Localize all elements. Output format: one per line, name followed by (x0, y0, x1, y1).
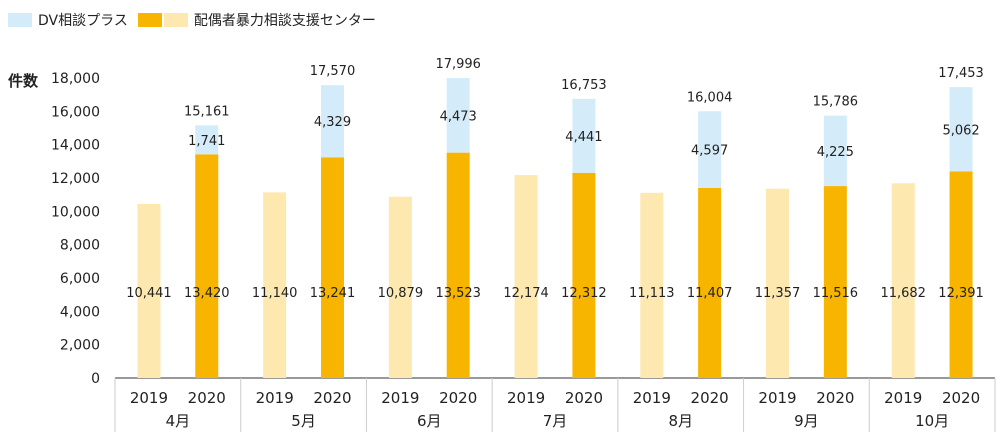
bar-center-8月-2019 (640, 192, 664, 378)
data-label-dv-plus: 4,441 (565, 130, 602, 145)
y-tick-label: 6,000 (60, 271, 100, 287)
data-label-center: 11,357 (755, 286, 801, 301)
x-tick-year: 2019 (130, 389, 168, 407)
data-label-dv-plus: 1,741 (188, 134, 225, 149)
x-tick-month: 7月 (543, 412, 568, 430)
x-tick-year: 2020 (188, 389, 226, 407)
x-tick-year: 2019 (884, 389, 922, 407)
y-tick-label: 18,000 (51, 71, 100, 87)
y-tick-label: 12,000 (51, 171, 100, 187)
data-label-dv-plus: 4,225 (817, 145, 854, 160)
bar-dv-plus-6月-2020 (446, 78, 470, 153)
legend-swatch-dv-plus (8, 13, 32, 27)
bar-center-4月-2020 (195, 154, 219, 378)
x-tick-year: 2020 (691, 389, 729, 407)
x-tick-month: 9月 (794, 412, 819, 430)
data-label-dv-plus: 4,329 (314, 115, 351, 130)
legend: DV相談プラス 配偶者暴力相談支援センター (8, 10, 386, 30)
x-tick-month: 5月 (291, 412, 316, 430)
x-tick-year: 2020 (439, 389, 477, 407)
x-tick-year: 2019 (758, 389, 796, 407)
x-tick-month: 4月 (166, 412, 191, 430)
data-label-center: 12,391 (938, 286, 984, 301)
y-tick-label: 4,000 (60, 304, 100, 320)
y-tick-label: 16,000 (51, 104, 100, 120)
data-label-center: 11,516 (813, 286, 859, 301)
bar-center-8月-2020 (698, 187, 722, 378)
data-label-total: 17,570 (310, 64, 356, 79)
legend-label-dv-plus: DV相談プラス (38, 13, 128, 29)
bar-center-5月-2019 (263, 192, 287, 378)
legend-label-center: 配偶者暴力相談支援センター (193, 13, 376, 29)
data-label-center: 10,441 (126, 286, 172, 301)
data-label-total: 16,004 (687, 90, 733, 105)
y-axis-label: 件数 (8, 72, 39, 90)
bar-dv-plus-10月-2020 (949, 87, 973, 172)
bar-dv-plus-8月-2020 (698, 111, 722, 188)
data-label-center: 11,682 (880, 286, 926, 301)
data-label-total: 17,996 (435, 57, 481, 72)
data-label-center: 13,420 (184, 286, 230, 301)
bar-dv-plus-4月-2020 (195, 125, 219, 155)
legend-swatch-center-2020 (137, 13, 162, 27)
data-label-center: 13,523 (435, 286, 481, 301)
data-label-total: 15,161 (184, 104, 230, 119)
data-label-total: 17,453 (938, 66, 984, 81)
x-tick-year: 2019 (633, 389, 671, 407)
bar-center-6月-2019 (388, 196, 412, 378)
data-label-dv-plus: 5,062 (942, 123, 979, 138)
x-tick-year: 2020 (816, 389, 854, 407)
data-label-center: 13,241 (310, 286, 356, 301)
bar-center-4月-2019 (137, 203, 161, 378)
x-tick-month: 6月 (417, 412, 442, 430)
data-label-dv-plus: 4,597 (691, 144, 728, 159)
data-label-center: 11,140 (252, 286, 298, 301)
data-label-dv-plus: 4,473 (440, 109, 477, 124)
bar-center-9月-2020 (823, 186, 847, 378)
bar-center-9月-2019 (766, 188, 790, 378)
legend-item-dv-plus: DV相談プラス (8, 10, 128, 30)
data-label-total: 15,786 (813, 95, 859, 110)
data-label-total: 16,753 (561, 78, 607, 93)
bar-center-6月-2020 (446, 152, 470, 378)
y-tick-label: 14,000 (51, 138, 100, 154)
bar-dv-plus-9月-2020 (823, 115, 847, 187)
x-tick-month: 10月 (915, 412, 949, 430)
y-tick-label: 10,000 (51, 204, 100, 220)
x-tick-year: 2019 (256, 389, 294, 407)
x-tick-month: 8月 (668, 412, 693, 430)
bar-dv-plus-7月-2020 (572, 98, 596, 173)
data-label-center: 12,174 (503, 286, 549, 301)
bar-center-10月-2019 (891, 183, 915, 378)
data-label-center: 11,407 (687, 286, 733, 301)
bar-center-7月-2019 (514, 175, 538, 378)
y-tick-label: 0 (91, 371, 100, 387)
x-tick-year: 2019 (507, 389, 545, 407)
bar-center-5月-2020 (320, 157, 344, 378)
data-label-center: 10,879 (378, 286, 424, 301)
bar-center-10月-2020 (949, 171, 973, 378)
x-tick-year: 2020 (313, 389, 351, 407)
x-tick-year: 2020 (565, 389, 603, 407)
bar-dv-plus-5月-2020 (320, 85, 344, 158)
data-label-center: 12,312 (561, 286, 607, 301)
bar-center-7月-2020 (572, 172, 596, 378)
x-tick-year: 2020 (942, 389, 980, 407)
legend-swatch-center-2019 (163, 13, 188, 27)
legend-item-center: 配偶者暴力相談支援センター (137, 10, 376, 30)
x-tick-year: 2019 (381, 389, 419, 407)
y-tick-label: 8,000 (60, 238, 100, 254)
y-tick-label: 2,000 (60, 338, 100, 354)
data-label-center: 11,113 (629, 286, 675, 301)
